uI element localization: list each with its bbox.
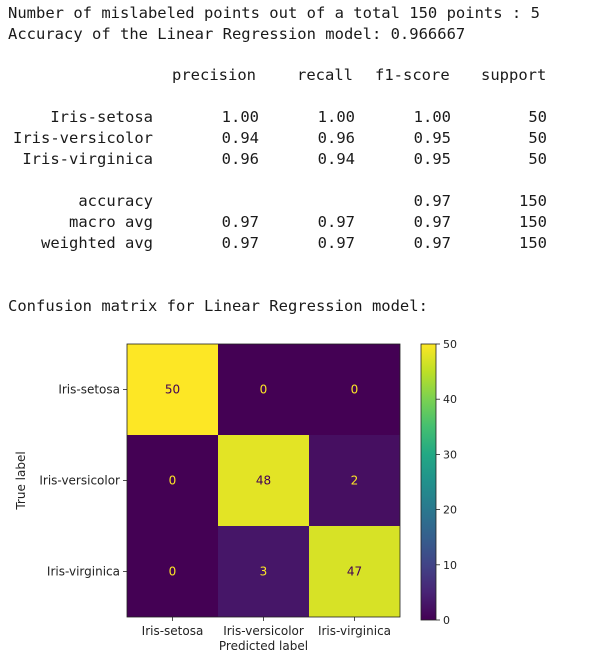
- matrix-cell-label: 3: [260, 565, 268, 579]
- colorbar-tick-label: 30: [443, 448, 457, 461]
- report-cell-label: Iris-virginica: [22, 150, 153, 168]
- y-tick-label: Iris-setosa: [58, 383, 120, 397]
- report-cell-precision: 1.00: [221, 108, 259, 126]
- report-cell-precision: 0.96: [221, 150, 259, 168]
- report-cell-f1: 1.00: [413, 108, 451, 126]
- report-cell-support: 50: [528, 108, 547, 126]
- report-cell-precision: 0.97: [221, 234, 259, 252]
- report-cell-f1: 0.95: [413, 129, 451, 147]
- report-header-precision: precision: [172, 66, 256, 84]
- matrix-cell: [218, 435, 309, 526]
- output-line-mislabeled: Number of mislabeled points out of a tot…: [8, 4, 540, 22]
- matrix-cell-label: 0: [260, 383, 268, 397]
- x-tick-label: Iris-versicolor: [223, 624, 304, 638]
- report-cell-f1: 0.97: [413, 192, 451, 210]
- report-cell-f1: 0.97: [413, 234, 451, 252]
- matrix-cell: [127, 435, 218, 526]
- report-cell-precision: 0.94: [221, 129, 259, 147]
- report-cell-f1: 0.95: [413, 150, 451, 168]
- report-cell-f1: 0.97: [413, 213, 451, 231]
- report-cell-label: accuracy: [78, 192, 153, 210]
- report-cell-recall: 1.00: [317, 108, 355, 126]
- matrix-cell: [309, 344, 400, 435]
- matrix-cell: [127, 526, 218, 617]
- matrix-cell-label: 47: [347, 565, 362, 579]
- report-cell-support: 150: [519, 213, 547, 231]
- x-tick-label: Iris-virginica: [318, 624, 391, 638]
- matrix-cell-label: 48: [256, 474, 271, 488]
- report-cell-recall: 0.97: [317, 234, 355, 252]
- report-cell-precision: 0.97: [221, 213, 259, 231]
- matrix-cell-label: 0: [169, 565, 177, 579]
- report-cell-label: weighted avg: [41, 234, 153, 252]
- matrix-cell-label: 50: [165, 383, 180, 397]
- matrix-cell: [309, 435, 400, 526]
- colorbar-tick-label: 0: [443, 614, 450, 627]
- matrix-cell-label: 0: [169, 474, 177, 488]
- output-line-accuracy: Accuracy of the Linear Regression model:…: [8, 25, 466, 43]
- report-header-f1: f1-score: [375, 66, 450, 84]
- report-cell-support: 150: [519, 234, 547, 252]
- matrix-cell: [218, 526, 309, 617]
- colorbar-tick-label: 50: [443, 338, 457, 351]
- report-cell-recall: 0.94: [317, 150, 355, 168]
- report-header-support: support: [481, 66, 547, 84]
- matrix-cell-label: 2: [351, 474, 359, 488]
- colorbar-tick-label: 10: [443, 559, 457, 572]
- report-cell-label: Iris-setosa: [50, 108, 153, 126]
- matrix-cell: [127, 344, 218, 435]
- y-tick-label: Iris-virginica: [47, 565, 120, 579]
- report-cell-label: macro avg: [69, 213, 153, 231]
- report-cell-recall: 0.96: [317, 129, 355, 147]
- colorbar: [420, 343, 437, 621]
- colorbar-tick-label: 20: [443, 504, 457, 517]
- report-cell-label: Iris-versicolor: [13, 129, 153, 147]
- matrix-cell: [218, 344, 309, 435]
- report-cell-support: 50: [528, 150, 547, 168]
- report-cell-support: 50: [528, 129, 547, 147]
- x-axis-label: Predicted label: [219, 639, 308, 653]
- y-axis-label: True label: [14, 451, 28, 510]
- report-cell-recall: 0.97: [317, 213, 355, 231]
- y-tick-label: Iris-versicolor: [39, 474, 120, 488]
- matrix-cell-label: 0: [351, 383, 359, 397]
- report-header-recall: recall: [297, 66, 353, 84]
- matrix-title: Confusion matrix for Linear Regression m…: [8, 297, 428, 315]
- report-cell-support: 150: [519, 192, 547, 210]
- colorbar-tick-label: 40: [443, 393, 457, 406]
- matrix-cell: [309, 526, 400, 617]
- x-tick-label: Iris-setosa: [142, 624, 204, 638]
